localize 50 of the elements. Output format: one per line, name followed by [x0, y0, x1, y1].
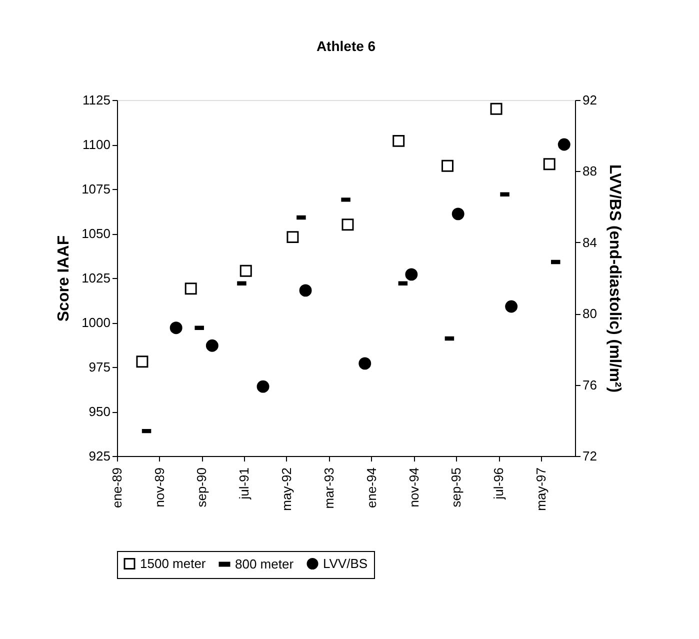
x-tick-label: sep-95	[448, 468, 464, 508]
x-tick-label: ene-89	[110, 468, 124, 508]
x-tick-label: nov-94	[406, 468, 422, 508]
point	[206, 339, 218, 352]
y-tick-label: 1050	[82, 226, 110, 241]
y-tick-label: 925	[88, 448, 110, 464]
point	[286, 231, 299, 244]
y2-tick-label: 72	[582, 448, 597, 464]
y-tick-label: 1025	[82, 270, 110, 286]
point	[256, 380, 270, 393]
x-tick-label: jul-96	[491, 468, 506, 500]
point	[240, 264, 252, 277]
point	[170, 322, 182, 334]
y-tick-label: 950	[88, 404, 110, 419]
x-tick-label: nov-89	[152, 468, 167, 508]
legend-label: 800 meter	[235, 556, 294, 572]
point	[405, 268, 418, 281]
point	[184, 282, 197, 295]
x-tick-label: sep-90	[194, 468, 210, 508]
legend-label: LVV/BS	[323, 556, 368, 571]
y2-tick-label: 92	[582, 92, 597, 108]
point	[299, 284, 312, 297]
x-tick-label: mar-93	[321, 468, 336, 509]
point	[392, 134, 405, 147]
point	[358, 357, 372, 370]
y2-axis-title: LVV/BS (end-diastolic) (ml/m²)	[606, 164, 623, 393]
chart-title: Athlete 6	[316, 38, 376, 54]
y2-tick-label: 84	[582, 234, 597, 250]
point	[505, 300, 518, 313]
y-axis-title: Score IAAF	[56, 235, 73, 322]
y2-tick-label: 80	[582, 306, 597, 322]
y2-tick-label: 76	[582, 377, 597, 392]
x-tick-label: may-97	[533, 468, 548, 511]
x-tick-label: may-92	[278, 468, 294, 511]
point	[452, 208, 464, 220]
y-tick-label: 1100	[82, 137, 110, 152]
point	[136, 356, 148, 368]
point	[558, 138, 570, 151]
legend-label: 1500 meter	[140, 556, 206, 571]
point	[442, 160, 454, 172]
x-tick-label: jul-91	[236, 468, 252, 500]
point	[342, 218, 354, 231]
y-tick-label: 1125	[82, 92, 110, 108]
y-tick-label: 975	[88, 360, 110, 374]
point	[490, 102, 502, 115]
x-tick-label: ene-94	[364, 468, 379, 508]
y-tick-label: 1000	[82, 315, 110, 330]
y2-tick-label: 88	[582, 164, 597, 179]
y-tick-label: 1075	[82, 182, 110, 196]
point	[543, 158, 556, 170]
